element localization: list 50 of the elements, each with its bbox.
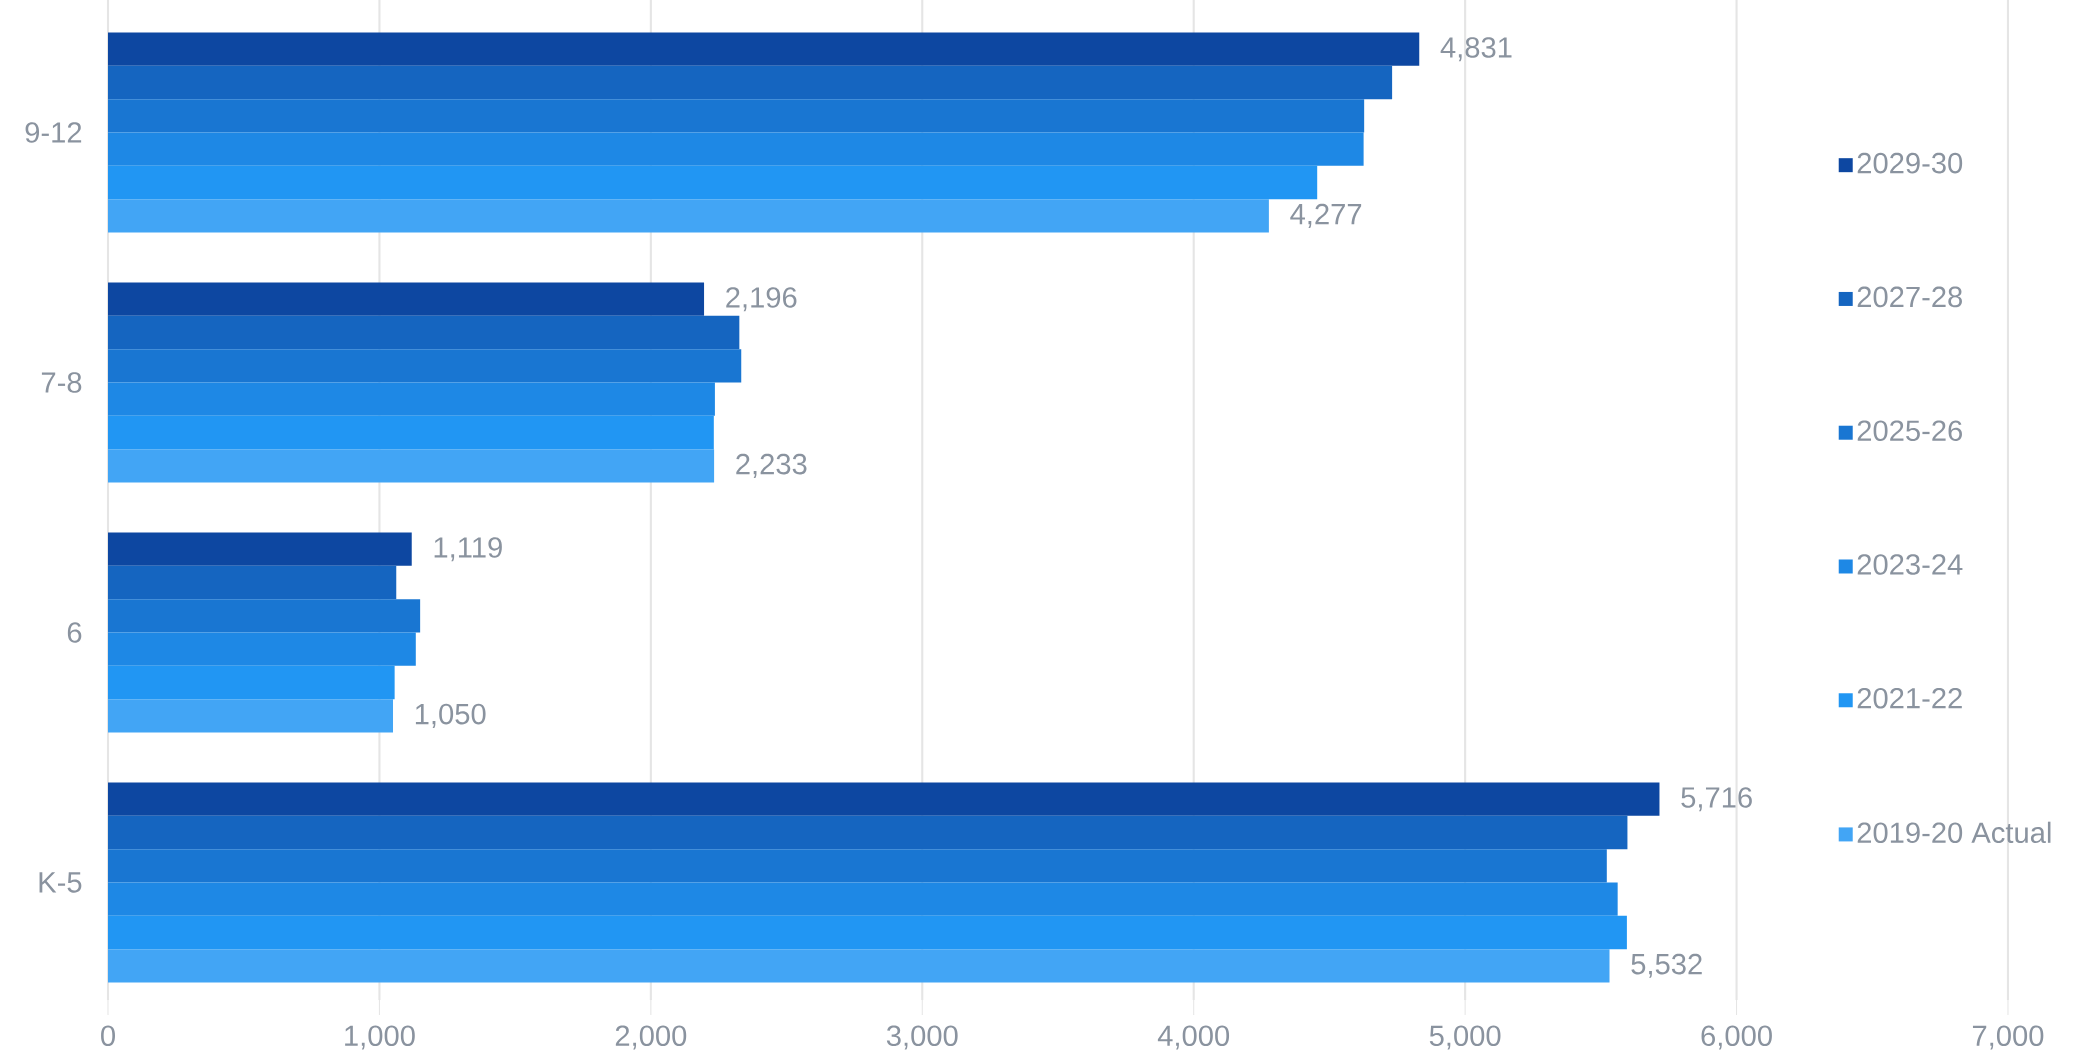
x-tick-label: 2,000 [615, 1025, 687, 1050]
y-tick-label: 7-8 [41, 372, 82, 393]
bar [108, 282, 705, 316]
data-label: 5,532 [1631, 953, 1702, 978]
data-label: 4,831 [1440, 37, 1512, 62]
legend-label: 2019-20 Actual [1857, 821, 2051, 844]
y-tick-label: 6 [67, 622, 82, 643]
bar [108, 599, 421, 633]
bar [108, 882, 1618, 916]
x-tick-label: 5,000 [1429, 1025, 1501, 1050]
legend-label: 2025-26 [1857, 420, 1962, 441]
bar [108, 415, 714, 450]
legend-label: 2029-30 [1857, 152, 1963, 174]
bar [108, 65, 1393, 100]
bar [108, 32, 1420, 66]
bar [108, 199, 1269, 233]
bar [108, 632, 416, 666]
legend-label: 2021-22 [1857, 687, 1962, 709]
bar [108, 349, 742, 383]
bar [108, 565, 397, 600]
bar [108, 915, 1627, 950]
bar [108, 665, 395, 700]
bar [108, 382, 715, 416]
data-label: 2,196 [726, 287, 797, 312]
bar [108, 165, 1318, 200]
bar [108, 782, 1660, 816]
x-tick-label: 3,000 [886, 1025, 958, 1050]
data-label: 1,119 [434, 537, 502, 562]
bar [108, 815, 1628, 850]
data-label: 1,050 [415, 703, 486, 728]
data-label: 4,277 [1290, 203, 1362, 228]
data-label: 2,233 [736, 453, 807, 478]
x-tick-label: 0 [101, 1025, 115, 1047]
y-tick-label: K-5 [39, 872, 82, 893]
legend-label: 2027-28 [1857, 286, 1962, 308]
data-label: 5,716 [1681, 787, 1752, 812]
y-tick-label: 9-12 [25, 122, 82, 143]
bar [108, 449, 715, 483]
x-tick-label: 4,000 [1157, 1025, 1230, 1050]
x-tick-label: 1,000 [345, 1025, 415, 1050]
bar [108, 532, 412, 566]
bar [108, 849, 1607, 883]
bar [108, 315, 740, 350]
x-tick-label: 7,000 [1972, 1025, 2044, 1050]
legend-label: 2023-24 [1857, 554, 1963, 575]
bar [108, 132, 1364, 166]
bar [108, 699, 394, 733]
x-tick-label: 6,000 [1701, 1025, 1772, 1050]
bar [108, 949, 1610, 983]
bar [108, 99, 1365, 133]
